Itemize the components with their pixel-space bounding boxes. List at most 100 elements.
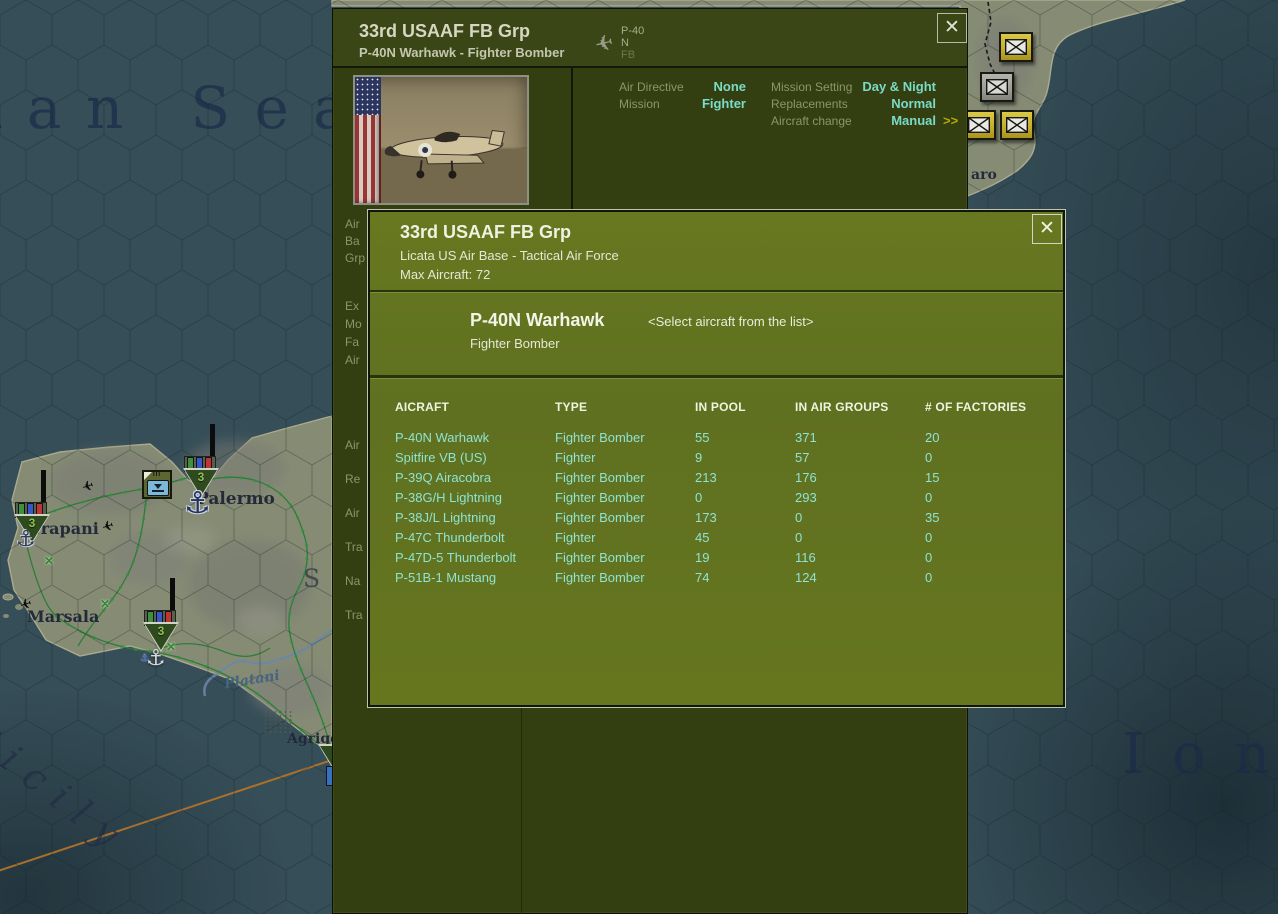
infantry-counter-gray[interactable] [980,72,1014,102]
cell-aircraft[interactable]: Spitfire VB (US) [395,450,487,465]
air-directive-label: Air Directive [619,80,684,94]
cell-factories: 0 [925,570,933,585]
replacements-label: Replacements [771,97,848,111]
aircraft-row-p47c[interactable]: P-47C Thunderbolt Fighter 45 0 0 [395,528,1045,548]
cell-factories: 0 [925,450,933,465]
port-anchor-mini-icon: ⚓ [140,653,149,664]
air-directive-value[interactable]: None [713,79,747,94]
air-group-title: 33rd USAAF FB Grp [359,21,531,41]
close-panel-button[interactable]: ✕ [937,13,967,43]
cell-in-air-groups: 124 [795,570,817,585]
cell-type: Fighter [555,530,596,545]
infantry-counter[interactable] [999,32,1033,62]
col-header-in-pool: IN POOL [695,400,746,414]
cell-aircraft[interactable]: P-38G/H Lightning [395,490,502,505]
aircraft-row-p51b1[interactable]: P-51B-1 Mustang Fighter Bomber 74 124 0 [395,568,1045,588]
cell-aircraft[interactable]: P-47C Thunderbolt [395,530,505,545]
aircraft-change-value[interactable]: Manual [891,113,936,128]
selected-aircraft-type: Fighter Bomber [470,336,560,351]
cell-factories: 0 [925,530,933,545]
port-anchor-icon-trapani: ⚓ [16,527,36,552]
stat-label-fragment: Fa [345,335,360,349]
cell-aircraft[interactable]: P-47D-5 Thunderbolt [395,550,517,565]
cell-in-air-groups: 293 [795,490,817,505]
cell-in-pool: 9 [695,450,703,465]
region-letter: S [303,564,321,593]
stat-label-fragment: Air [345,506,360,520]
cell-type: Fighter Bomber [555,510,645,525]
us-flag-icon [355,77,381,203]
air-group-subtitle: P-40N Warhawk - Fighter Bomber [359,45,565,60]
cell-in-air-groups: 0 [795,510,803,525]
aircraft-model-tag: P-40 N FB [621,25,644,61]
aircraft-table-header: AICRAFT TYPE IN POOL IN AIR GROUPS # OF … [395,400,1045,414]
port-anchor-icon-marsala: ⚓ [146,646,166,671]
aircraft-tag-line1: P-40 [621,25,645,37]
airbase-strength-bars [187,457,212,469]
airbase-level-number: 3 [197,470,205,484]
infantry-counter[interactable] [1000,110,1034,140]
close-dialog-button[interactable]: ✕ [1032,214,1062,244]
aircraft-row-p39q[interactable]: P-39Q Airacobra Fighter Bomber 213 176 1… [395,468,1045,488]
cell-in-pool: 173 [695,510,717,525]
panel-divider-vertical-lower [521,708,522,914]
cell-in-air-groups: 116 [795,550,816,565]
airbase-counter-trapani[interactable]: 3 [14,470,50,546]
cell-factories: 20 [925,430,940,445]
cell-type: Fighter Bomber [555,430,645,445]
cell-aircraft[interactable]: P-39Q Airacobra [395,470,492,485]
aircraft-row-p40n[interactable]: P-40N Warhawk Fighter Bomber 55 371 20 [395,428,1045,448]
cell-in-pool: 0 [695,490,703,505]
select-hint-text: <Select aircraft from the list> [648,314,814,329]
cell-type: Fighter Bomber [555,570,645,585]
city-label-agrigento: Agrige [287,731,340,747]
cell-type: Fighter Bomber [555,490,645,505]
stat-label-fragment: Tra [345,608,363,622]
cell-factories: 0 [925,490,933,505]
replacements-value[interactable]: Normal [891,96,936,111]
cell-type: Fighter [555,450,596,465]
rubble-speckle [263,710,293,734]
port-anchor-icon-palermo: ⚓ [184,486,211,521]
stat-label-fragment: Mo [345,317,362,331]
city-label-partial-aro: aro [971,167,997,183]
cell-type: Fighter Bomber [555,470,645,485]
col-header-factories: # OF FACTORIES [925,400,1027,414]
aircraft-tag-line2: N [621,37,629,49]
stat-label-fragment: Grp [345,251,366,265]
aircraft-change-label: Aircraft change [771,114,852,128]
stat-label-fragment: Na [345,574,361,588]
air-unit-x-icon: ✕ [100,597,111,611]
airbase-strength-bars [147,611,172,623]
stat-label-fragment: Air [345,438,360,452]
aircraft-row-p38gh[interactable]: P-38G/H Lightning Fighter Bomber 0 293 0 [395,488,1045,508]
dialog-title: 33rd USAAF FB Grp [400,222,572,242]
cell-in-air-groups: 0 [795,530,803,545]
aircraft-change-more-button[interactable]: >> [943,113,959,128]
aircraft-row-p38jl[interactable]: P-38J/L Lightning Fighter Bomber 173 0 3… [395,508,1045,528]
airfield-size-marker: III [152,472,161,478]
airfield-box-marker[interactable]: III [142,470,172,499]
cell-aircraft[interactable]: P-38J/L Lightning [395,510,496,525]
cell-aircraft[interactable]: P-40N Warhawk [395,430,490,445]
airfield-runway-icon [147,480,169,496]
cell-in-pool: 19 [695,550,710,565]
stat-label-fragment: Ex [345,299,360,313]
aircraft-select-dialog: 33rd USAAF FB Grp Licata US Air Base - T… [368,210,1065,707]
airbase-counter-marsala-coast[interactable]: 3 [143,578,179,654]
air-unit-x-icon: ✕ [44,554,55,568]
airbase-counter-palermo[interactable]: 3 [183,424,219,500]
aircraft-row-p47d5[interactable]: P-47D-5 Thunderbolt Fighter Bomber 19 11… [395,548,1045,568]
stat-label-fragment: Ba [345,234,360,248]
mission-value[interactable]: Fighter [701,96,746,111]
airbase-strength-bars [18,503,43,515]
aircraft-row-spitfire-vb[interactable]: Spitfire VB (US) Fighter 9 57 0 [395,448,1045,468]
panel-header: 33rd USAAF FB Grp P-40N Warhawk - Fighte… [333,9,967,68]
dialog-max-aircraft: Max Aircraft: 72 [400,267,491,282]
mission-setting-value[interactable]: Day & Night [862,79,936,94]
cell-factories: 35 [925,510,940,525]
cell-aircraft[interactable]: P-51B-1 Mustang [395,570,497,585]
stat-label-fragment: Re [345,472,361,486]
cell-factories: 15 [925,470,940,485]
